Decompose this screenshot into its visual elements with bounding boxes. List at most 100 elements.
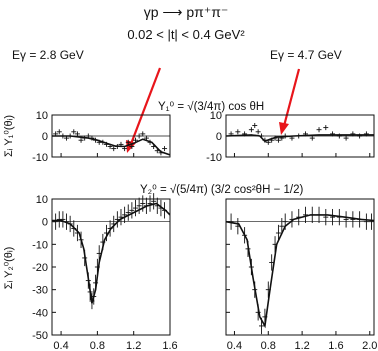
data-point	[363, 213, 369, 230]
data-point	[296, 133, 302, 139]
data-point	[100, 233, 106, 251]
data-point	[53, 213, 59, 230]
reaction-label: γp ⟶ pπ⁺π⁻	[144, 4, 229, 20]
data-point	[82, 249, 88, 267]
data-point	[282, 133, 288, 139]
data-point	[228, 131, 234, 137]
data-point	[60, 211, 66, 228]
data-point	[154, 148, 160, 154]
data-point	[91, 288, 97, 305]
data-point	[269, 254, 275, 271]
data-point	[136, 133, 142, 139]
data-point	[74, 224, 80, 242]
data-point	[330, 208, 336, 226]
data-point	[100, 139, 106, 145]
data-point	[343, 135, 349, 141]
data-point	[118, 208, 124, 226]
y-tick-label: 0	[42, 131, 48, 143]
data-point	[71, 220, 77, 237]
data-point	[336, 133, 342, 139]
y-tick-label: -50	[32, 330, 48, 342]
data-point	[350, 131, 356, 137]
data-point	[133, 137, 139, 143]
data-point	[136, 197, 142, 214]
data-point	[357, 211, 363, 228]
data-point	[94, 258, 100, 276]
data-point	[71, 129, 77, 135]
data-point	[87, 283, 93, 301]
data-point	[265, 281, 271, 298]
data-point	[302, 206, 308, 224]
data-point	[245, 240, 251, 258]
data-point	[265, 139, 271, 145]
data-point	[114, 143, 120, 150]
data-point	[282, 213, 288, 230]
panel-4: 0.4 0.8 1.2 1.6 2.0	[225, 198, 377, 351]
arrow-right-head	[279, 122, 289, 135]
y-tick-label: -20	[32, 262, 48, 274]
data-point	[67, 215, 73, 233]
data-point	[272, 135, 278, 141]
x-tick-label: 1.2	[126, 340, 141, 351]
formula-y20: Y₂⁰ = √(5/4π) (3/2 cos²θH − 1/2)	[140, 183, 303, 196]
data-point	[279, 218, 285, 235]
data-point	[316, 127, 322, 133]
data-point	[118, 141, 124, 147]
data-point	[158, 199, 164, 217]
data-point	[129, 202, 135, 219]
data-point	[262, 137, 268, 143]
data-point	[350, 211, 356, 228]
data-point	[114, 211, 120, 228]
x-tick-label: 0.4	[53, 340, 68, 351]
data-point	[242, 227, 248, 244]
data-point	[259, 317, 265, 335]
data-point	[85, 272, 91, 289]
y-tick-label: 10	[36, 194, 48, 206]
panel-3: 10 0 -10 -20 -30 -40 -50 0.4 0.8 1.2 1.6	[32, 193, 178, 351]
data-point	[158, 150, 164, 156]
data-point	[262, 308, 268, 326]
data-point	[252, 122, 258, 129]
y-tick-label: -10	[32, 239, 48, 251]
data-point	[275, 137, 281, 143]
data-point	[330, 131, 336, 137]
data-point	[82, 135, 88, 141]
energy-left-label: Eγ = 2.8 GeV	[12, 48, 84, 62]
data-point	[111, 215, 117, 233]
energy-right-label: Eγ = 4.7 GeV	[270, 48, 342, 62]
data-point	[143, 135, 149, 141]
data-point	[143, 197, 149, 214]
data-point	[125, 139, 131, 145]
data-point	[111, 146, 117, 152]
data-point	[53, 131, 59, 137]
y-axis-title-top: Σᵢ Y₁⁰(θᵢ)	[3, 115, 15, 157]
data-point	[78, 231, 84, 248]
data-point	[74, 131, 80, 137]
data-point	[309, 135, 315, 141]
data-point	[147, 139, 153, 145]
panel-frame	[51, 198, 171, 336]
data-point	[140, 131, 146, 137]
data-point	[64, 213, 70, 230]
data-point	[252, 281, 258, 298]
data-point	[289, 135, 295, 141]
fit-curve	[52, 135, 171, 156]
data-point	[336, 208, 342, 226]
data-point	[357, 133, 363, 139]
data-point	[60, 133, 66, 139]
data-point	[56, 129, 62, 135]
data-point	[309, 206, 315, 224]
data-point	[343, 211, 349, 228]
data-point	[235, 218, 241, 235]
data-point	[122, 146, 128, 152]
data-point	[302, 131, 308, 137]
data-point	[107, 143, 113, 150]
data-point	[154, 197, 160, 214]
data-point	[64, 135, 70, 141]
data-point	[275, 224, 281, 242]
data-point	[255, 304, 261, 321]
data-point	[323, 125, 329, 131]
data-point	[151, 143, 157, 150]
fit-curve	[52, 202, 171, 304]
